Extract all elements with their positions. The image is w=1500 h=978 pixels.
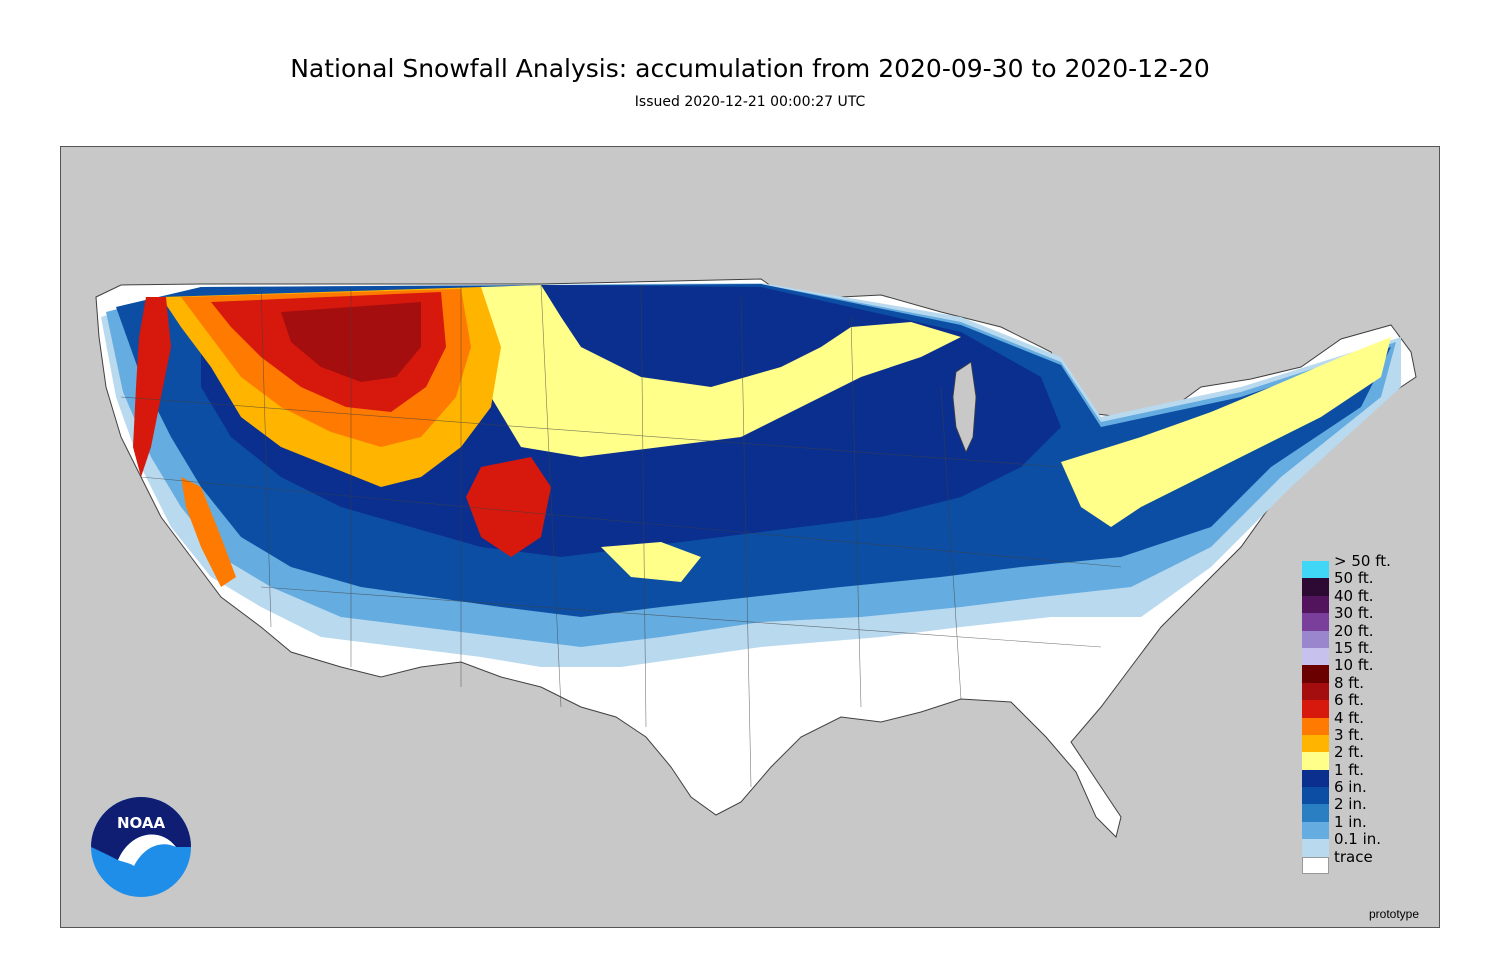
legend-swatch [1302,821,1329,840]
legend-row: 2 ft. [1302,743,1422,770]
legend-row: 4 ft. [1302,709,1422,735]
legend-row: 30 ft. [1302,604,1422,631]
legend-row: 20 ft. [1302,622,1422,648]
legend-row: 10 ft. [1302,656,1422,683]
legend-row: > 50 ft. [1302,552,1422,579]
snowfall-map [60,146,1440,928]
legend-row: 15 ft. [1302,639,1422,666]
legend-label: 10 ft. [1334,656,1374,675]
map-title: National Snowfall Analysis: accumulation… [290,54,1210,83]
legend-swatch [1302,595,1329,614]
issued-timestamp: Issued 2020-12-21 00:00:27 UTC [634,94,866,110]
legend-row: 0.1 in. [1302,830,1422,857]
legend-swatch [1302,613,1329,631]
legend-label: 6 in. [1334,778,1367,797]
legend-swatch [1302,717,1329,735]
state-boundaries [120,284,1122,788]
lake-michigan [952,361,977,454]
legend-label: 40 ft. [1334,586,1374,605]
legend-swatch [1302,630,1329,648]
legend-label: 0.1 in. [1334,830,1382,849]
legend-label: 2 in. [1334,795,1367,814]
legend-swatch [1302,787,1329,805]
legend-swatch [1302,578,1329,596]
legend-label: > 50 ft. [1334,552,1391,570]
legend-label: 2 ft. [1334,743,1364,762]
legend-row: 1 ft. [1302,761,1422,788]
legend-label: 20 ft. [1334,621,1374,640]
legend-row: 1 in. [1302,813,1422,840]
legend-label: 8 ft. [1334,673,1364,692]
legend-row: trace [1302,848,1422,875]
legend-swatch [1302,752,1329,770]
noaa-logo: NOAA [91,797,191,897]
snow-2ft-northeast [1061,337,1391,527]
legend-swatch [1302,734,1329,753]
legend-swatch [1302,804,1329,822]
legend-swatch [1302,700,1329,718]
map-canvas [95,278,1417,838]
legend-swatch [1302,561,1329,579]
legend-swatch [1302,856,1329,875]
legend-row: 8 ft. [1302,674,1422,701]
legend-label: 15 ft. [1334,638,1374,657]
legend-label: 50 ft. [1334,569,1374,588]
legend-label: 3 ft. [1334,725,1364,744]
snow-sierra [181,477,236,587]
legend-row: 50 ft. [1302,569,1422,596]
legend-row: 3 ft. [1302,726,1422,753]
legend-swatch [1302,769,1329,788]
legend-label: 1 in. [1334,812,1367,831]
legend-label: 1 ft. [1334,760,1364,779]
snow-2ft-plains [601,542,701,582]
legend-swatch [1302,665,1329,683]
legend-row: 2 in. [1302,795,1422,822]
noaa-logo-text: NOAA [117,814,166,832]
legend-label: 30 ft. [1334,604,1374,623]
legend-swatch [1302,682,1329,701]
legend-label: 6 ft. [1334,691,1364,710]
legend-label: trace [1334,847,1373,866]
legend-row: 40 ft. [1302,587,1422,614]
snow-colorado [466,457,551,557]
snowfall-legend: > 50 ft. 50 ft. 40 ft. 30 ft. 20 ft. 15 ft. 10… [1302,552,1422,875]
snow-2ft-north [471,285,961,457]
snow-cascades [133,297,171,477]
prototype-label: prototype [1369,907,1420,921]
legend-label: 4 ft. [1334,708,1364,727]
legend-row: 6 ft. [1302,691,1422,718]
legend-swatch [1302,839,1329,857]
legend-swatch [1302,647,1329,666]
legend-row: 6 in. [1302,778,1422,805]
